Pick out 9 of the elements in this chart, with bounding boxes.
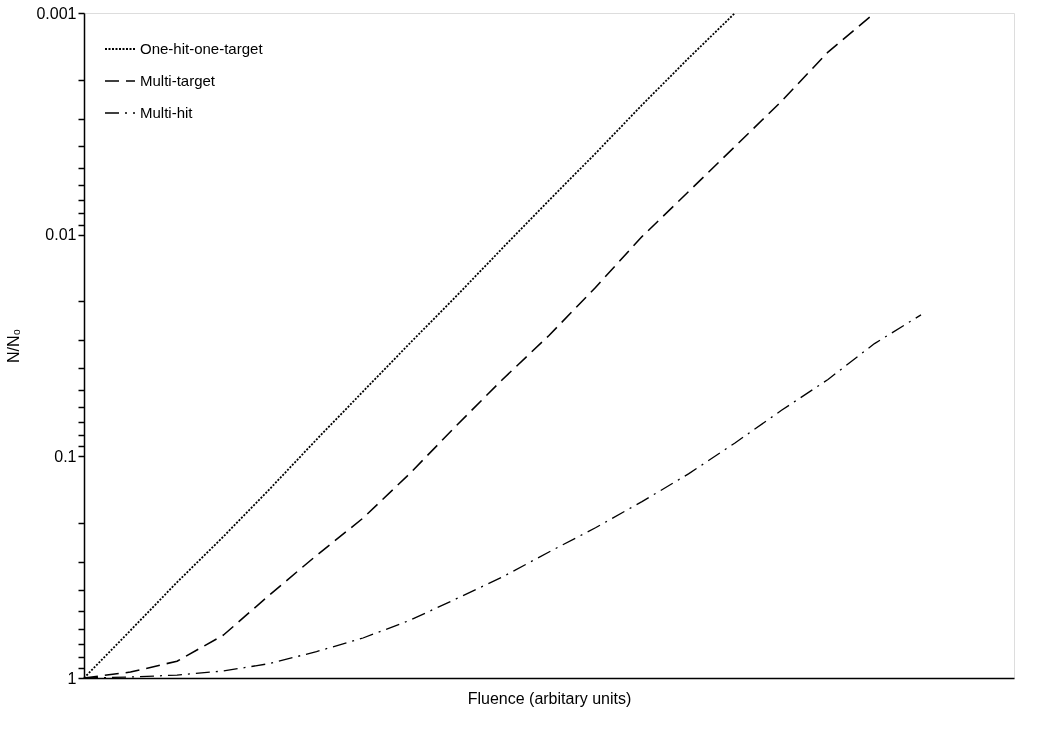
y-axis-title: N/N₀ (5, 328, 23, 364)
y-tick-label: 1 (67, 669, 77, 687)
legend-label: One-hit-one-target (140, 40, 264, 57)
y-tick-label: 0.01 (45, 226, 77, 244)
legend-label: Multi-target (140, 72, 216, 89)
x-axis-title: Fluence (arbitary units) (467, 689, 632, 707)
y-tick-label: 0.1 (54, 447, 77, 465)
y-tick-label: 0.001 (36, 4, 77, 22)
legend-label: Multi-hit (140, 104, 194, 121)
